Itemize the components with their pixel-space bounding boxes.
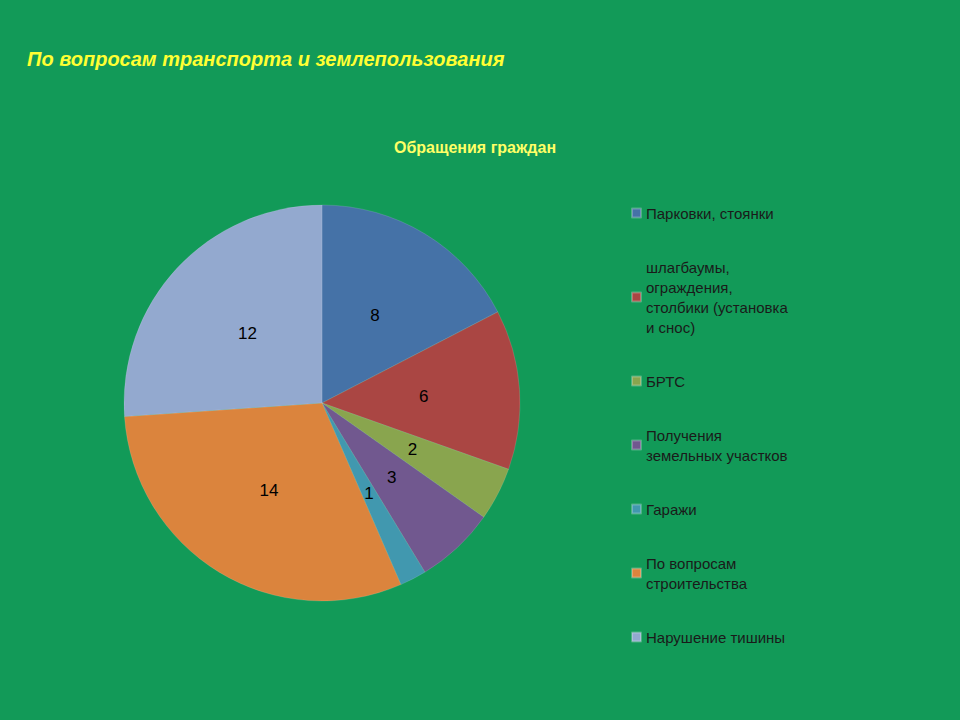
svg-text:Гаражи: Гаражи bbox=[646, 501, 697, 518]
svg-text:3: 3 bbox=[387, 468, 396, 487]
svg-text:БРТС: БРТС bbox=[646, 373, 685, 390]
svg-text:1: 1 bbox=[364, 484, 373, 503]
svg-text:и снос): и снос) bbox=[646, 319, 695, 336]
svg-text:Парковки, стоянки: Парковки, стоянки bbox=[646, 205, 774, 222]
svg-text:6: 6 bbox=[419, 387, 428, 406]
svg-text:земельных участков: земельных участков bbox=[646, 447, 788, 464]
svg-text:2: 2 bbox=[408, 440, 417, 459]
svg-text:ограждения,: ограждения, bbox=[646, 279, 737, 296]
svg-text:шлагбаумы,: шлагбаумы, bbox=[646, 259, 734, 276]
svg-text:12: 12 bbox=[238, 324, 257, 343]
svg-text:Обращения граждан: Обращения граждан bbox=[394, 139, 556, 156]
svg-text:По вопросам: По вопросам bbox=[646, 555, 741, 572]
svg-text:По вопросам транспорта и земле: По вопросам транспорта и землепользовани… bbox=[27, 48, 505, 70]
svg-text:Нарушение тишины: Нарушение тишины bbox=[646, 629, 785, 646]
svg-text:строительства: строительства bbox=[646, 575, 748, 592]
svg-text:Получения: Получения bbox=[646, 427, 726, 444]
svg-text:14: 14 bbox=[260, 481, 279, 500]
svg-text:столбики (установка: столбики (установка bbox=[646, 299, 792, 316]
svg-text:8: 8 bbox=[370, 306, 379, 325]
